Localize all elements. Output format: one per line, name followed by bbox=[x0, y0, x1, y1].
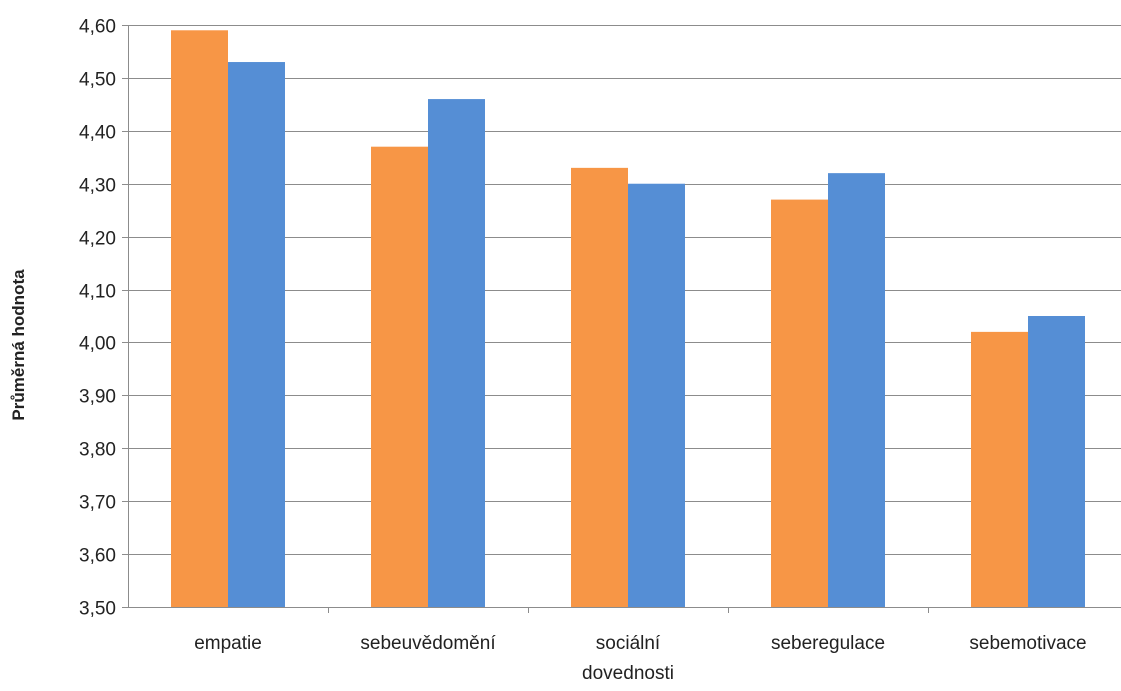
y-tick-label: 4,40 bbox=[79, 123, 116, 144]
y-tick-label: 3,60 bbox=[79, 546, 116, 567]
y-tick-labels: 3,50 3,60 3,70 3,80 3,90 4,00 4,10 4,20 4,30 4,40… bbox=[79, 17, 116, 620]
y-tick-label: 4,60 bbox=[79, 17, 116, 38]
y-tick-label: 4,50 bbox=[79, 70, 116, 91]
y-tick-label: 3,90 bbox=[79, 387, 116, 408]
y-tick-label: 4,20 bbox=[79, 229, 116, 250]
y-axis-title: Průměrná hodnota bbox=[9, 269, 28, 421]
bar bbox=[371, 146, 428, 607]
bar bbox=[628, 183, 685, 607]
bar bbox=[571, 167, 628, 607]
y-tick-label: 3,50 bbox=[79, 599, 116, 620]
bars bbox=[171, 30, 1085, 608]
bar bbox=[828, 173, 885, 608]
x-category-label: dovednosti bbox=[582, 663, 674, 684]
y-tick-label: 4,30 bbox=[79, 176, 116, 197]
x-category-label: seberegulace bbox=[771, 633, 885, 654]
y-tick-label: 4,10 bbox=[79, 282, 116, 303]
x-category-label: sebemotivace bbox=[969, 633, 1086, 654]
y-tick-label: 4,00 bbox=[79, 334, 116, 355]
x-category-label: empatie bbox=[194, 633, 262, 654]
x-category-label: sebeuvědomění bbox=[360, 633, 496, 654]
bar bbox=[971, 331, 1028, 607]
bar bbox=[171, 30, 228, 608]
x-category-label: sociální bbox=[596, 633, 661, 654]
bar bbox=[428, 99, 485, 607]
axes bbox=[122, 25, 1121, 613]
bar bbox=[771, 199, 828, 607]
y-tick-label: 3,80 bbox=[79, 440, 116, 461]
bar bbox=[1028, 316, 1085, 607]
y-tick-label: 3,70 bbox=[79, 493, 116, 514]
bar bbox=[228, 62, 285, 607]
x-category-labels: empatie sebeuvědomění sociální dovednosti se… bbox=[194, 633, 1086, 684]
